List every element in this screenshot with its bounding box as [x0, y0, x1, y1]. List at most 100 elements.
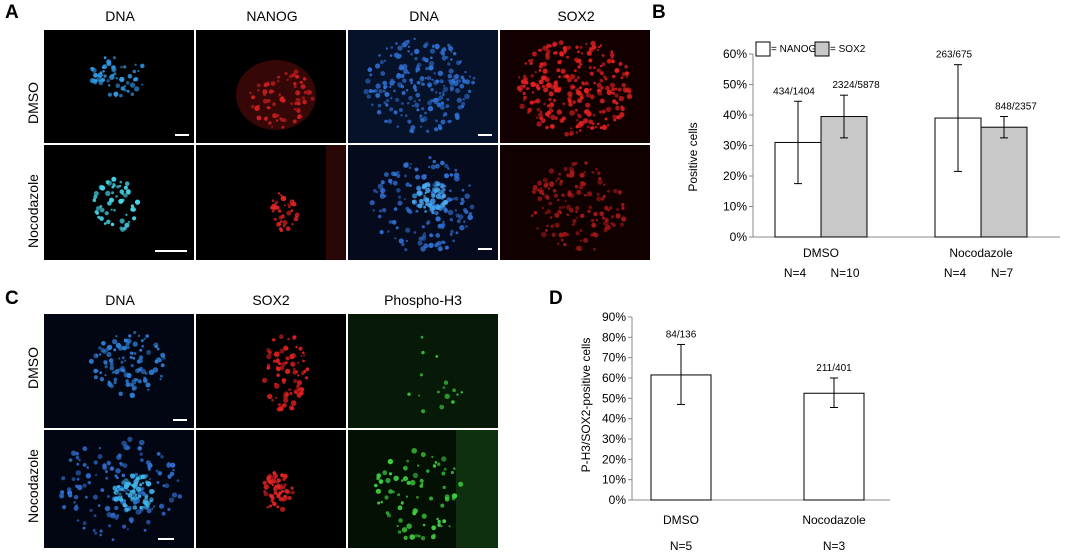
cell-nucleus [397, 493, 401, 497]
cell-nucleus [437, 246, 443, 252]
cell-nucleus [455, 231, 459, 235]
cell-nucleus [397, 200, 403, 206]
cell-nucleus [440, 119, 446, 125]
cell-nucleus [573, 69, 577, 73]
cell-nucleus [114, 505, 119, 511]
cell-nucleus [559, 181, 563, 186]
cell-nucleus [297, 102, 301, 106]
panel-a-row-label: DMSO [25, 82, 41, 124]
cell-nucleus [397, 53, 402, 58]
cell-nucleus [376, 109, 382, 115]
cell-nucleus [283, 397, 289, 403]
cell-nucleus [439, 79, 444, 84]
cell-nucleus [125, 445, 131, 451]
cell-nucleus [105, 180, 110, 184]
cell-nucleus [262, 89, 268, 95]
cell-nucleus [278, 209, 282, 213]
cell-nucleus [557, 242, 560, 245]
cell-nucleus [102, 70, 105, 73]
cell-nucleus [113, 209, 116, 212]
panel-c-column-title: DNA [105, 292, 135, 308]
cell-nucleus [591, 170, 595, 174]
cell-nucleus [415, 495, 419, 499]
cell-nucleus [280, 473, 284, 477]
cell-nucleus [434, 43, 440, 50]
cell-nucleus [625, 71, 629, 75]
cell-nucleus [295, 98, 298, 101]
cell-nucleus [522, 74, 527, 79]
cell-nucleus [413, 231, 417, 234]
cell-nucleus [397, 45, 403, 51]
cell-nucleus [266, 348, 271, 353]
cell-nucleus [428, 60, 435, 67]
cell-nucleus [97, 454, 103, 460]
cell-nucleus [431, 525, 437, 531]
cell-nucleus [426, 76, 432, 81]
cell-nucleus [279, 348, 285, 354]
cell-nucleus [562, 102, 566, 105]
cell-nucleus [149, 488, 155, 495]
cell-nucleus [554, 81, 558, 85]
cell-nucleus [143, 337, 146, 341]
cell-nucleus [449, 233, 453, 236]
cell-nucleus [295, 346, 298, 349]
cell-nucleus [276, 407, 282, 412]
y-tick-label: 40% [723, 108, 747, 122]
cell-nucleus [123, 88, 127, 92]
cell-nucleus [451, 496, 456, 501]
cell-nucleus [409, 184, 412, 187]
cell-nucleus [535, 84, 540, 89]
cell-nucleus [440, 160, 445, 166]
cell-nucleus [542, 68, 548, 74]
panel-c-column-title: Phospho-H3 [384, 292, 462, 308]
cell-nucleus [115, 95, 118, 98]
cell-nucleus [60, 490, 65, 495]
cell-nucleus [424, 203, 428, 206]
cell-nucleus [596, 49, 599, 52]
cell-nucleus [295, 90, 301, 96]
cell-nucleus [114, 515, 119, 520]
cell-nucleus [535, 98, 541, 104]
cell-nucleus [448, 525, 451, 528]
cell-nucleus [275, 119, 279, 122]
cell-nucleus [459, 225, 465, 231]
cell-nucleus [93, 514, 97, 517]
cell-nucleus [123, 65, 127, 69]
chart-b-svg: Positive cells 0% 10% 20% 30% 40% 50% 60% DMSO N… [686, 41, 1060, 280]
cell-nucleus [270, 81, 276, 86]
cell-nucleus [272, 102, 276, 107]
cell-nucleus [587, 209, 591, 213]
cell-nucleus [569, 130, 575, 136]
cell-nucleus [421, 350, 425, 355]
cell-nucleus [437, 125, 443, 131]
cell-nucleus [96, 206, 101, 211]
cell-nucleus [568, 166, 574, 172]
cell-nucleus [599, 71, 604, 76]
cell-nucleus [78, 458, 81, 462]
cell-nucleus [140, 63, 145, 69]
cell-nucleus [567, 192, 573, 197]
legend-label-sox2: = SOX2 [830, 44, 866, 55]
cell-nucleus [621, 202, 625, 207]
cell-nucleus [423, 243, 429, 249]
cell-nucleus [448, 68, 454, 74]
cell-nucleus [122, 503, 127, 508]
cell-nucleus [87, 480, 91, 485]
cell-nucleus [140, 368, 147, 375]
cell-nucleus [601, 62, 606, 67]
cell-nucleus [606, 89, 613, 96]
cell-nucleus [443, 84, 446, 88]
panel-letter-b: B [652, 2, 666, 23]
cell-nucleus [610, 50, 613, 53]
cell-nucleus [599, 98, 605, 104]
cell-nucleus [579, 45, 583, 49]
cell-nucleus [383, 101, 387, 104]
cell-nucleus [127, 74, 133, 79]
cell-nucleus [104, 211, 109, 216]
cell-nucleus [409, 479, 416, 486]
data-label: 211/401 [816, 363, 852, 374]
cell-nucleus [94, 531, 98, 535]
cell-nucleus [120, 77, 123, 80]
cell-nucleus [134, 63, 137, 66]
cell-nucleus [300, 354, 303, 357]
